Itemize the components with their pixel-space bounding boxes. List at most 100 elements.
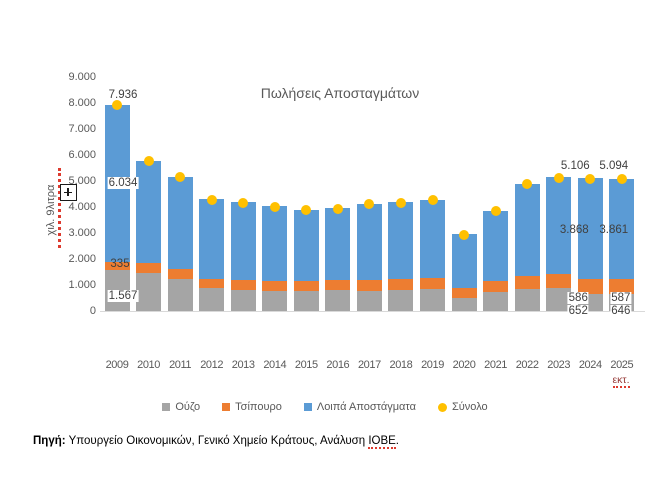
total-marker-2015	[301, 205, 312, 216]
bar-segment-loipa-2010	[136, 160, 162, 264]
data-label-tsipouro-2009: 335	[110, 258, 130, 270]
total-marker-2016	[332, 203, 343, 214]
bar-segment-tsipouro-2025	[609, 278, 635, 295]
legend-label-ouzo: Ούζο	[175, 401, 201, 413]
bar-segment-loipa-2020	[451, 234, 477, 288]
bar-segment-loipa-2013	[230, 202, 256, 281]
bar-segment-tsipouro-2018	[388, 279, 414, 290]
bar-segment-tsipouro-2023	[546, 273, 572, 288]
bar-segment-loipa-2022	[514, 183, 540, 276]
bar-segment-loipa-2015	[293, 209, 319, 282]
x-axis-label-2014: 2014	[263, 359, 287, 371]
total-marker-2012	[206, 194, 217, 205]
bar-segment-tsipouro-2014	[262, 281, 288, 291]
x-axis-label-2021: 2021	[484, 359, 508, 371]
y-axis-tick-label: 8.000	[68, 97, 96, 109]
x-axis-label-2025: 2025	[610, 359, 634, 371]
data-label-tsipouro-2025: 587	[610, 292, 632, 304]
legend-item-loipa: Λοιπά Αποστάγματα	[303, 401, 416, 413]
legend-label-tsipouro: Τσίπουρο	[235, 401, 282, 413]
x-axis-line	[100, 311, 645, 312]
bar-segment-ouzo-2022	[514, 289, 540, 311]
x-axis-label-2016: 2016	[326, 359, 350, 371]
bar-segment-ouzo-2014	[262, 290, 288, 311]
bar-segment-ouzo-2010	[136, 273, 162, 311]
bar-segment-tsipouro-2015	[293, 281, 319, 292]
y-axis-tick-label: 9.000	[68, 71, 96, 83]
legend-marker-synolo	[437, 402, 447, 412]
legend-marker-ouzo	[162, 403, 171, 411]
source-label: Πηγή:	[33, 435, 66, 447]
y-axis-tick-label: 0	[89, 305, 96, 317]
total-marker-2013	[238, 197, 249, 208]
source-text: Υπουργείο Οικονομικών, Γενικό Χημείο Κρά…	[65, 435, 369, 447]
bar-segment-ouzo-2011	[167, 279, 193, 311]
bar-segment-tsipouro-2009	[104, 261, 130, 271]
bar-segment-ouzo-2017	[356, 290, 382, 311]
bar-segment-ouzo-2019	[420, 288, 445, 311]
bar-segment-loipa-2017	[356, 203, 382, 281]
bar-segment-tsipouro-2013	[230, 280, 256, 290]
x-axis-label-2022: 2022	[515, 359, 539, 371]
y-axis-tick-label: 3.000	[68, 227, 96, 239]
bar-segment-ouzo-2018	[388, 289, 414, 311]
bar-segment-loipa-2016	[325, 208, 351, 281]
x-axis-label-2015: 2015	[294, 359, 318, 371]
x-axis-label-2019: 2019	[421, 359, 444, 371]
data-label-ouzo-2024: 652	[567, 305, 589, 317]
bar-segment-tsipouro-2021	[483, 280, 509, 293]
x-axis-label-2012: 2012	[200, 359, 224, 371]
y-axis-tick-label: 7.000	[68, 123, 96, 135]
x-axis-label-2010: 2010	[137, 359, 160, 371]
data-label-loipa-2025: 3.861	[599, 224, 629, 236]
legend-label-synolo: Σύνολο	[451, 401, 488, 413]
bar-segment-ouzo-2012	[199, 287, 225, 311]
spellcheck-underline-y-axis	[58, 168, 61, 248]
x-axis-label-2020: 2020	[452, 359, 476, 371]
total-marker-2025	[616, 174, 627, 185]
bar-segment-loipa-2012	[199, 199, 225, 280]
total-marker-2021	[490, 206, 501, 217]
y-axis-tick-label: 4.000	[68, 201, 96, 213]
legend-marker-tsipouro	[222, 403, 231, 411]
total-marker-2018	[395, 197, 406, 208]
y-axis-tick-label: 1.000	[68, 279, 96, 291]
estimate-note: εκτ.	[612, 374, 630, 388]
total-marker-2019	[427, 195, 438, 206]
data-label-loipa-2009: 6.034	[107, 177, 139, 189]
source-suffix: .	[395, 435, 399, 447]
data-label-ouzo-2025: 646	[610, 305, 632, 317]
bar-segment-ouzo-2021	[483, 292, 509, 311]
bar-segment-tsipouro-2016	[325, 280, 351, 291]
bar-segment-loipa-2021	[483, 210, 509, 281]
legend-marker-loipa	[303, 403, 312, 411]
chart-title: Πωλήσεις Αποσταγμάτων	[260, 85, 420, 101]
bar-segment-tsipouro-2024	[577, 278, 603, 295]
bar-segment-tsipouro-2017	[356, 280, 382, 291]
bar-segment-tsipouro-2020	[451, 287, 477, 298]
total-marker-2011	[175, 172, 186, 183]
source-note: Πηγή: Υπουργείο Οικονομικών, Γενικό Χημε…	[33, 435, 399, 449]
bar-segment-tsipouro-2019	[420, 277, 445, 289]
legend-item-synolo: Σύνολο	[437, 401, 488, 413]
bar-segment-loipa-2025	[609, 178, 635, 279]
bar-segment-ouzo-2020	[451, 298, 477, 311]
x-axis-label-2013: 2013	[231, 359, 255, 371]
bar-segment-ouzo-2015	[293, 291, 319, 311]
bar-segment-ouzo-2016	[325, 290, 351, 311]
bar-segment-loipa-2024	[577, 178, 603, 279]
legend-item-tsipouro: Τσίπουρο	[222, 401, 282, 413]
y-axis-tick-label: 6.000	[68, 149, 96, 161]
bar-segment-tsipouro-2011	[167, 268, 193, 279]
bar-segment-tsipouro-2010	[136, 263, 162, 274]
bar-segment-loipa-2014	[262, 206, 288, 282]
total-marker-2022	[522, 179, 533, 190]
bar-segment-loipa-2023	[546, 177, 572, 274]
x-axis-label-2023: 2023	[547, 359, 571, 371]
x-axis-label-2009: 2009	[105, 359, 129, 371]
data-label-total-2024: 5.106	[560, 160, 590, 172]
x-axis-label-2011: 2011	[169, 359, 192, 371]
legend: Ούζο Τσίπουρο Λοιπά Αποστάγματα Σύνολο	[0, 401, 650, 413]
legend-label-loipa: Λοιπά Αποστάγματα	[316, 401, 416, 413]
